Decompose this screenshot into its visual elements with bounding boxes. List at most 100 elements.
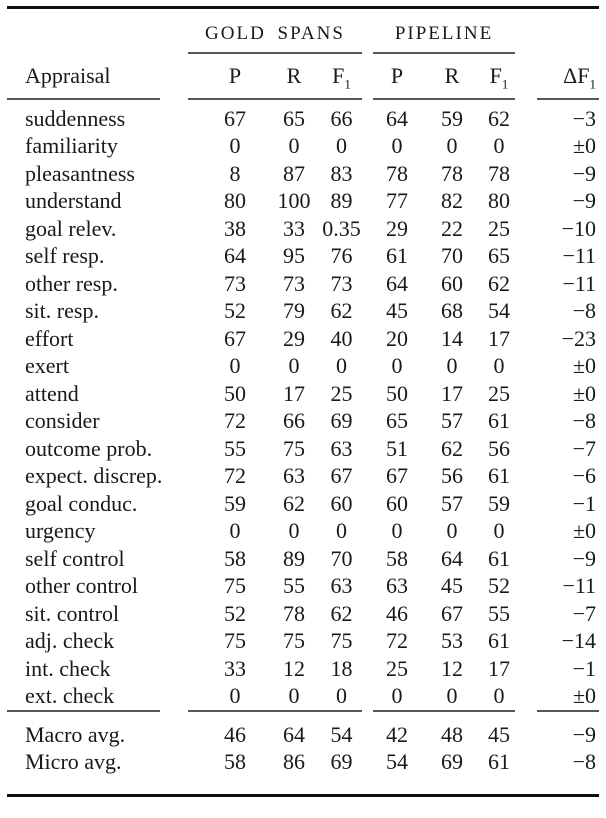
row-label: self control bbox=[25, 545, 125, 571]
row-label: exert bbox=[25, 353, 69, 379]
spacer-cell bbox=[362, 243, 373, 271]
group-header-row: GOLD SPANS PIPELINE bbox=[7, 7, 599, 54]
delta-f1-value: −9 bbox=[572, 188, 597, 214]
row-label: Macro avg. bbox=[25, 721, 126, 747]
gold-precision-value: 64 bbox=[224, 243, 246, 269]
row-label: familiarity bbox=[25, 133, 118, 159]
pipeline-recall-value: 0 bbox=[446, 518, 458, 544]
table-row: adj. check 75 75 75 72 53 61 −14 bbox=[7, 628, 599, 656]
spacer-cell bbox=[362, 463, 373, 491]
pipeline-precision-value: 61 bbox=[386, 243, 408, 269]
pipeline-precision-value: 46 bbox=[386, 600, 408, 626]
table-row: attend 50 17 25 50 17 25 ±0 bbox=[7, 380, 599, 408]
table-row: suddenness 67 65 66 64 59 62 −3 bbox=[7, 99, 599, 133]
pipeline-f1-value: 55 bbox=[488, 600, 511, 626]
pipeline-precision-value: 0 bbox=[391, 683, 403, 709]
f1-subscript: 1 bbox=[501, 76, 509, 92]
column-header-pipeline-precision: P bbox=[373, 53, 421, 100]
gold-precision-value: 38 bbox=[224, 215, 246, 241]
gold-f1-value: 73 bbox=[330, 270, 353, 296]
rule-segment bbox=[7, 710, 160, 718]
spacer-cell bbox=[515, 655, 537, 683]
pipeline-recall-value: 45 bbox=[441, 573, 463, 599]
delta-f1-value: ±0 bbox=[572, 683, 597, 709]
gold-precision-value: 59 bbox=[224, 490, 246, 516]
gold-recall-value: 66 bbox=[283, 408, 305, 434]
spacer-cell bbox=[515, 718, 537, 749]
gold-f1-value: 25 bbox=[330, 380, 353, 406]
gold-recall-value: 63 bbox=[283, 463, 305, 489]
gold-f1-value: 40 bbox=[330, 325, 353, 351]
table-row: effort 67 29 40 20 14 17 −23 bbox=[7, 325, 599, 353]
row-label: Micro avg. bbox=[25, 749, 122, 775]
delta-f1-value: −11 bbox=[562, 573, 597, 599]
spacer-cell bbox=[362, 215, 373, 243]
table-row: Micro avg. 58 86 69 54 69 61 −8 bbox=[7, 749, 599, 796]
gold-recall-value: 86 bbox=[283, 749, 305, 775]
table-row: ext. check 0 0 0 0 0 0 ±0 bbox=[7, 683, 599, 712]
spacer-cell bbox=[362, 600, 373, 628]
table-row: Macro avg. 46 64 54 42 48 45 −9 bbox=[7, 718, 599, 749]
gold-f1-value: 83 bbox=[330, 160, 353, 186]
pipeline-precision-value: 0 bbox=[391, 518, 403, 544]
spacer-cell bbox=[160, 718, 188, 749]
delta-f1-value: ±0 bbox=[572, 133, 597, 159]
gold-precision-value: 75 bbox=[224, 573, 246, 599]
spacer-cell bbox=[160, 683, 188, 712]
spacer-cell bbox=[515, 408, 537, 436]
pipeline-recall-value: 60 bbox=[441, 270, 463, 296]
spacer-cell bbox=[160, 353, 188, 381]
delta-f1-value: ±0 bbox=[572, 518, 597, 544]
pipeline-f1-value: 61 bbox=[488, 463, 511, 489]
delta-f1-value: ±0 bbox=[572, 380, 597, 406]
pipeline-f1-value: 61 bbox=[488, 749, 511, 775]
table-row: outcome prob. 55 75 63 51 62 56 −7 bbox=[7, 435, 599, 463]
spacer-cell bbox=[362, 53, 373, 99]
delta-f1-value: −11 bbox=[562, 243, 597, 269]
spacer-cell bbox=[515, 463, 537, 491]
table-row: consider 72 66 69 65 57 61 −8 bbox=[7, 408, 599, 436]
pipeline-recall-value: 70 bbox=[441, 243, 463, 269]
gold-recall-value: 64 bbox=[283, 721, 305, 747]
pipeline-precision-value: 60 bbox=[386, 490, 408, 516]
pipeline-recall-value: 78 bbox=[441, 160, 463, 186]
gold-recall-value: 33 bbox=[283, 215, 305, 241]
row-label: suddenness bbox=[25, 105, 126, 131]
spacer-cell bbox=[515, 600, 537, 628]
pipeline-precision-value: 42 bbox=[386, 721, 408, 747]
spacer-cell bbox=[362, 683, 373, 712]
delta-f1-label: ΔF bbox=[563, 62, 590, 88]
spacer-cell bbox=[362, 270, 373, 298]
table-row: sit. resp. 52 79 62 45 68 54 −8 bbox=[7, 298, 599, 326]
pipeline-recall-value: 57 bbox=[441, 408, 463, 434]
table-row: understand 80 100 89 77 82 80 −9 bbox=[7, 188, 599, 216]
gold-f1-value: 70 bbox=[330, 545, 353, 571]
spacer-cell bbox=[160, 749, 188, 796]
gold-precision-value: 46 bbox=[224, 721, 246, 747]
delta-f1-value: −3 bbox=[572, 105, 597, 131]
spacer-cell bbox=[160, 243, 188, 271]
spacer-cell bbox=[515, 545, 537, 573]
pipeline-recall-value: 68 bbox=[441, 298, 463, 324]
delta-f1-value: −6 bbox=[572, 463, 597, 489]
table-row: exert 0 0 0 0 0 0 ±0 bbox=[7, 353, 599, 381]
gold-precision-value: 33 bbox=[224, 655, 246, 681]
gold-recall-value: 0 bbox=[288, 518, 300, 544]
pipeline-recall-value: 56 bbox=[441, 463, 463, 489]
gold-precision-value: 0 bbox=[229, 518, 241, 544]
row-label: int. check bbox=[25, 655, 111, 681]
table-row: expect. discrep. 72 63 67 67 56 61 −6 bbox=[7, 463, 599, 491]
gold-recall-value: 89 bbox=[283, 545, 305, 571]
gold-recall-value: 0 bbox=[288, 353, 300, 379]
gold-recall-value: 78 bbox=[283, 600, 305, 626]
rule-segment bbox=[537, 710, 600, 718]
spacer-cell bbox=[160, 160, 188, 188]
pipeline-recall-value: 57 bbox=[441, 490, 463, 516]
pipeline-f1-value: 61 bbox=[488, 408, 511, 434]
pipeline-precision-value: 64 bbox=[386, 270, 408, 296]
spacer-cell bbox=[160, 270, 188, 298]
spacer-cell bbox=[362, 490, 373, 518]
spacer-cell bbox=[160, 133, 188, 161]
spacer-cell bbox=[362, 518, 373, 546]
gold-f1-value: 63 bbox=[330, 435, 353, 461]
